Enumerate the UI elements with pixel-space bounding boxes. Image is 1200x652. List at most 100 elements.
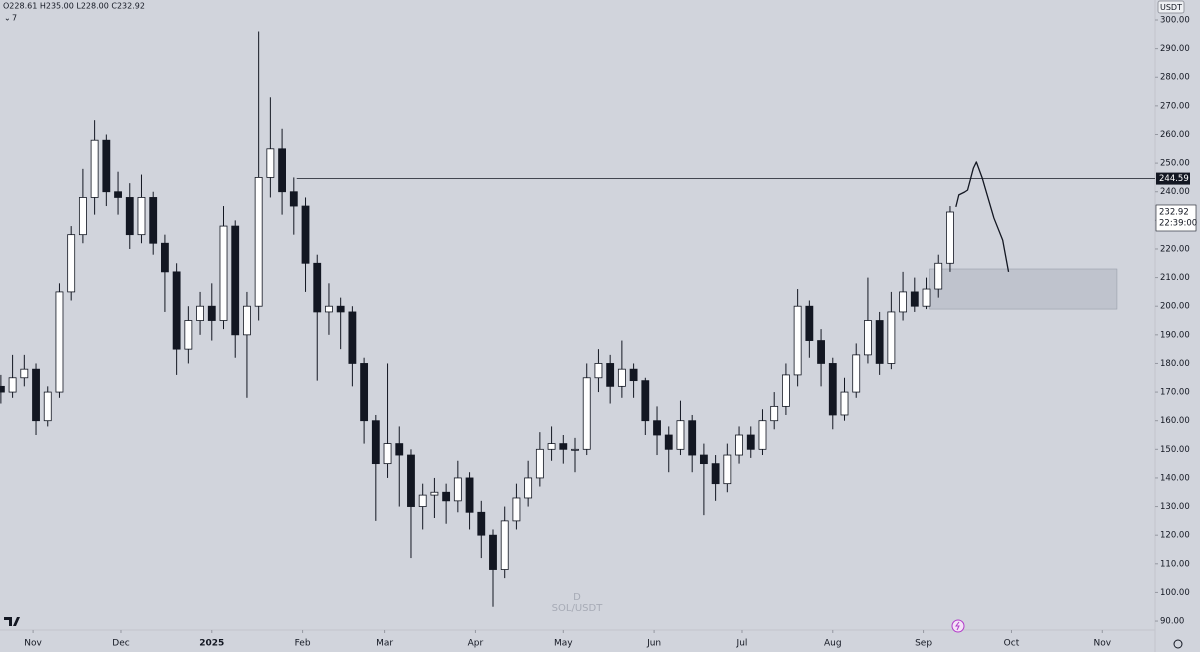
indicator-count[interactable]: 7	[12, 14, 17, 23]
candle-body	[910, 291, 919, 307]
event-bolt[interactable]	[955, 621, 960, 631]
x-tick-label: Jun	[646, 639, 661, 649]
candle	[219, 206, 228, 330]
candle-body	[453, 477, 462, 502]
candle-body	[20, 368, 29, 379]
candle	[758, 409, 767, 456]
candle-body	[512, 497, 521, 522]
candle	[852, 343, 861, 398]
candle	[770, 392, 779, 430]
candle	[793, 289, 802, 387]
candle-body	[8, 377, 17, 393]
candle	[699, 443, 708, 516]
last-price-box	[1155, 204, 1197, 232]
last-price: 232.92	[1159, 207, 1189, 217]
candle	[125, 183, 134, 249]
candle	[688, 414, 697, 473]
y-tick-label: 290.00	[1160, 44, 1190, 54]
candle	[360, 357, 369, 444]
candle-body	[864, 320, 872, 356]
candle-body	[231, 225, 240, 336]
candle-body	[805, 305, 814, 341]
candle-body	[922, 288, 931, 307]
candle-body	[325, 305, 333, 313]
candle-body	[67, 234, 76, 293]
candle-body	[723, 454, 732, 485]
x-tick-label: Sep	[915, 639, 932, 649]
candle-body	[500, 520, 509, 570]
candle-body	[125, 197, 134, 236]
y-tick-label: 260.00	[1160, 130, 1190, 140]
candle-body	[594, 363, 603, 379]
candle	[325, 283, 333, 335]
candle	[617, 340, 626, 398]
candle-body	[301, 205, 310, 264]
candle	[114, 171, 122, 215]
y-tick-label: 240.00	[1160, 187, 1190, 197]
candle-body	[383, 443, 392, 465]
x-tick-label: Oct	[1004, 639, 1020, 649]
candle	[32, 363, 40, 436]
y-tick-label: 200.00	[1160, 302, 1190, 312]
candle-body	[336, 305, 345, 313]
candle-body	[817, 340, 825, 364]
y-tick-label: 170.00	[1160, 388, 1190, 398]
candle-body	[559, 443, 568, 450]
y-tick-label: 90.00	[1160, 617, 1184, 627]
y-tick-label: 140.00	[1160, 473, 1190, 483]
candle	[946, 206, 954, 272]
candle-body	[489, 534, 497, 570]
candle	[582, 363, 591, 456]
candle	[828, 357, 837, 430]
y-tick-label: 180.00	[1160, 359, 1190, 369]
candle-body	[43, 391, 52, 422]
candle	[278, 128, 287, 215]
candle	[161, 234, 169, 312]
candle	[172, 263, 181, 375]
candle	[8, 354, 17, 398]
candle	[934, 254, 943, 298]
candle-body	[266, 148, 275, 178]
candle-body	[524, 477, 533, 499]
candle	[805, 300, 814, 358]
indicator-toggle[interactable]: ⌄	[4, 14, 11, 23]
candle	[559, 435, 568, 464]
y-tick-label: 270.00	[1160, 101, 1190, 111]
candle	[196, 291, 204, 335]
candle-body	[313, 262, 322, 313]
settings-icon[interactable]	[1173, 639, 1183, 649]
candle-body	[875, 320, 884, 364]
candle	[676, 400, 685, 456]
candle	[465, 472, 474, 530]
y-tick-label: 250.00	[1160, 159, 1190, 169]
candle-body	[196, 305, 204, 321]
tv-logo[interactable]	[4, 617, 20, 626]
candle-body	[161, 242, 169, 273]
watermark-symbol: SOL/USDT	[552, 603, 604, 614]
candle-body	[571, 448, 579, 451]
candle	[184, 306, 193, 364]
candle-body	[535, 448, 544, 479]
candle	[875, 311, 884, 375]
candle	[430, 477, 439, 519]
candle	[594, 349, 603, 393]
level-label-box	[1156, 172, 1190, 185]
candle-body	[840, 391, 849, 416]
y-tick-label: 100.00	[1160, 588, 1190, 598]
candle-body	[90, 139, 99, 198]
candle	[723, 443, 732, 493]
candle-body	[465, 477, 474, 513]
candle-body	[114, 191, 122, 198]
candle-body	[32, 368, 40, 422]
logo-shape[interactable]	[4, 617, 20, 626]
candle	[453, 460, 462, 513]
candle-body	[289, 191, 298, 207]
currency[interactable]: USDT	[1160, 3, 1182, 12]
candle-body	[746, 434, 755, 450]
candle-body	[243, 305, 251, 336]
y-tick-label: 300.00	[1160, 16, 1190, 26]
candle	[477, 500, 486, 559]
candle-body	[676, 420, 685, 450]
currency-box[interactable]	[1157, 0, 1185, 14]
candle-body	[0, 385, 5, 393]
